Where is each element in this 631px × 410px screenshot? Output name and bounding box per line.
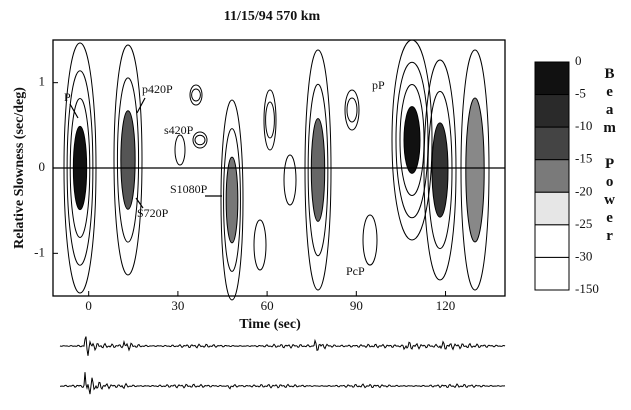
annotation: S1080P	[170, 182, 208, 196]
colorbar-tick-label: -25	[575, 216, 592, 231]
contour	[265, 101, 275, 139]
chart-title: 11/15/94 570 km	[224, 9, 321, 24]
contour	[253, 219, 267, 271]
contour	[431, 122, 449, 218]
contour	[194, 134, 206, 146]
colorbar-tick-label: -30	[575, 248, 592, 263]
contour	[120, 110, 136, 210]
annotation: pP	[372, 78, 385, 92]
contour	[220, 99, 244, 301]
x-axis-label: Time (sec)	[239, 317, 301, 332]
contour	[307, 83, 329, 257]
contour	[113, 44, 143, 276]
x-tick-label: 60	[261, 298, 274, 313]
contour	[283, 154, 297, 206]
colorbar-tick-label: -5	[575, 86, 586, 101]
colorbar-tick-label: -20	[575, 183, 592, 198]
annotation: s420P	[164, 123, 194, 137]
contour	[403, 106, 421, 174]
y-axis-label: Relative Slowness (sec/deg)	[12, 87, 27, 249]
y-tick-label: 1	[39, 74, 46, 89]
contour	[223, 128, 241, 272]
y-tick-label: -1	[34, 244, 45, 259]
x-tick-label: 30	[171, 298, 184, 313]
annotation: PcP	[346, 264, 365, 278]
contour	[304, 49, 332, 291]
contour	[427, 90, 453, 250]
contour	[225, 156, 239, 244]
x-tick-label: 0	[85, 298, 92, 313]
contour	[191, 88, 201, 102]
contour	[423, 59, 457, 281]
contour	[310, 118, 326, 222]
seismograms	[59, 336, 506, 395]
x-tick-label: 120	[436, 298, 456, 313]
colorbar-band	[534, 126, 570, 161]
contour	[346, 97, 358, 123]
annotation: p420P	[142, 82, 173, 96]
colorbar-tick-label: 0	[575, 53, 582, 68]
annotation-arrows	[69, 97, 222, 209]
x-tick-label: 90	[350, 298, 363, 313]
colorbar-band	[534, 94, 570, 128]
colorbar-tick-label: -15	[575, 151, 592, 166]
contour	[263, 89, 277, 151]
colorbar-band	[534, 159, 570, 193]
annotation: S720P	[137, 206, 169, 220]
colorbar-band	[534, 61, 570, 96]
contour	[344, 89, 360, 131]
colorbar-label: Beam Power	[602, 66, 618, 246]
contour	[192, 131, 208, 149]
colorbar-tick-label: -150	[575, 281, 599, 296]
contour	[116, 77, 140, 243]
contour	[460, 49, 490, 291]
colorbar-band	[534, 256, 570, 291]
contour	[174, 134, 186, 166]
contour	[189, 84, 203, 106]
contour	[465, 97, 485, 243]
y-tick-label: 0	[39, 159, 46, 174]
seismogram	[60, 372, 506, 395]
contour	[362, 214, 378, 266]
contour	[399, 83, 425, 197]
seismogram	[59, 336, 506, 356]
contours	[63, 39, 490, 301]
colorbar-band	[534, 224, 570, 258]
colorbar-band	[534, 191, 570, 226]
contour	[395, 61, 429, 219]
annotation: P	[64, 90, 71, 104]
colorbar-tick-label: -10	[575, 118, 592, 133]
